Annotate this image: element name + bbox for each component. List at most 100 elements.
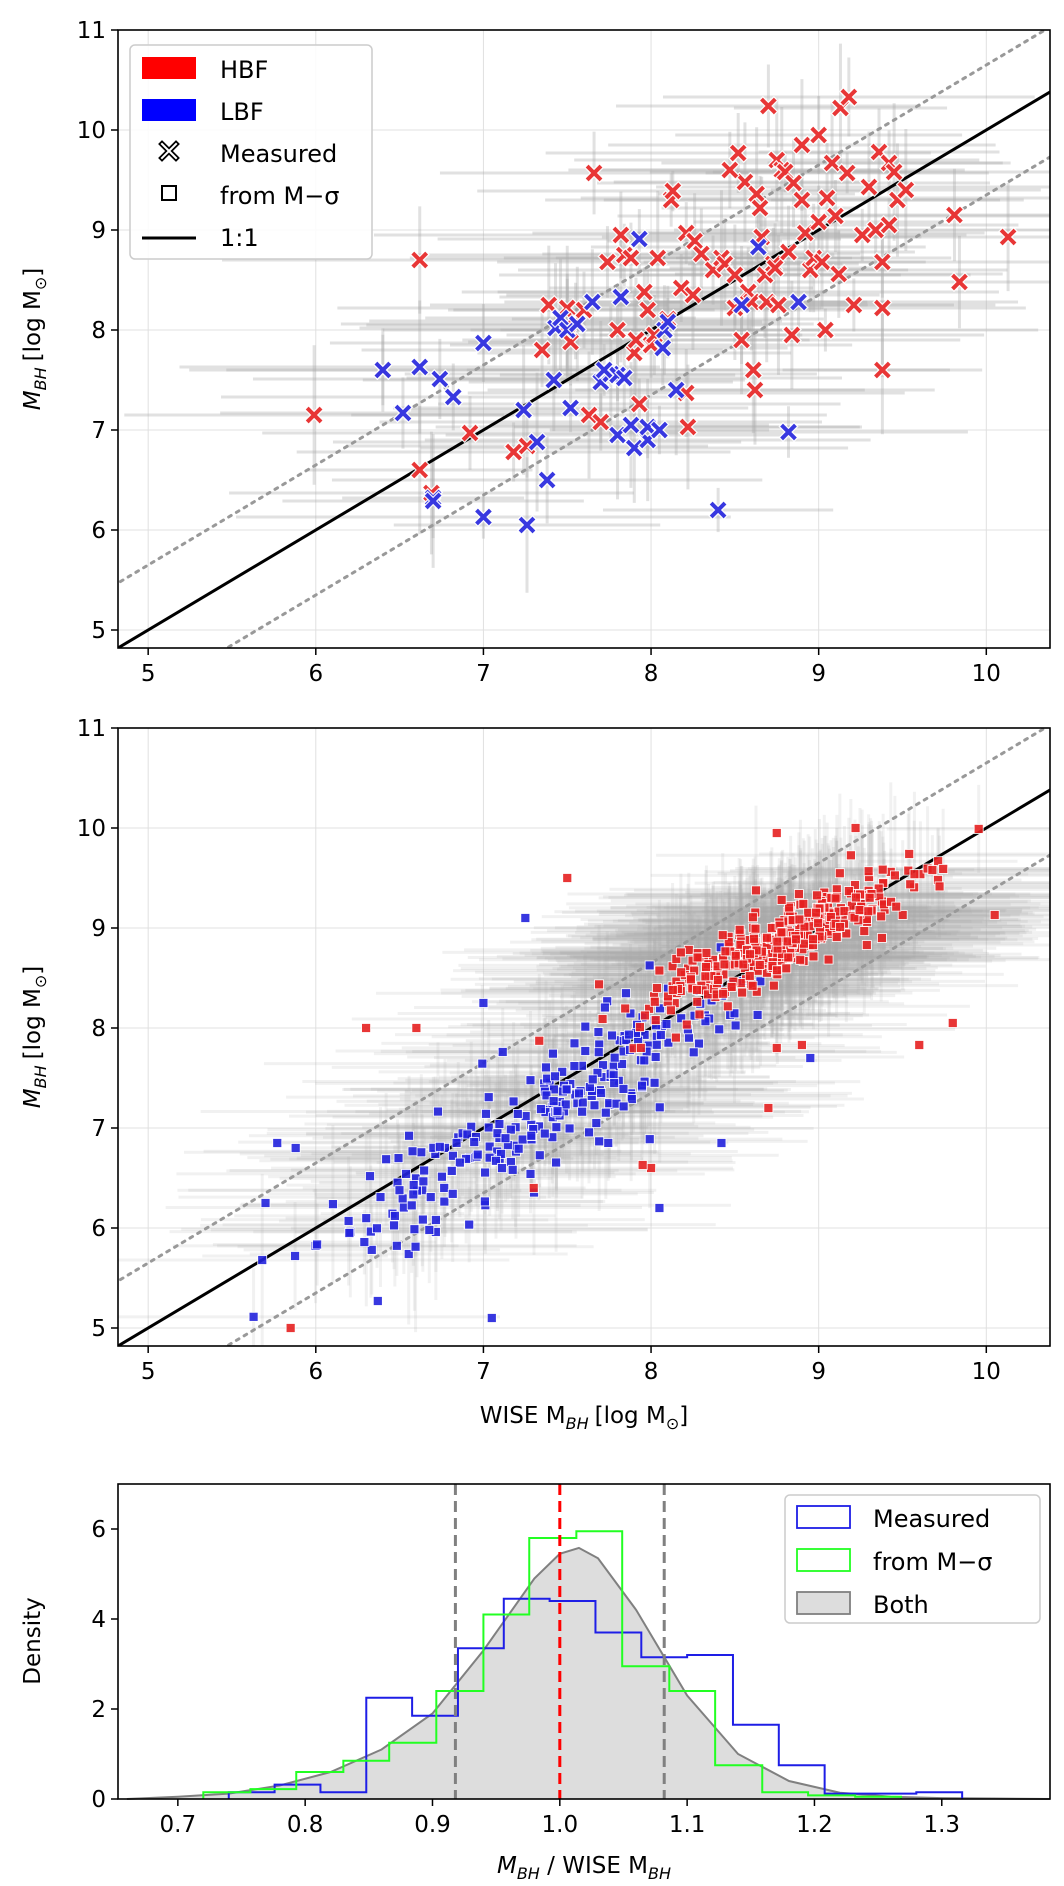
hbf-point	[904, 849, 915, 859]
y-tick-label: 11	[77, 716, 106, 742]
lbf-point	[290, 1251, 300, 1261]
legend: HBF LBF Measured from M−σ 1:1	[129, 44, 373, 260]
lbf-point	[344, 1228, 355, 1238]
hbf-point	[831, 932, 842, 942]
hbf-point	[749, 933, 759, 944]
lbf-point	[603, 1138, 614, 1148]
lbf-point	[361, 1213, 372, 1224]
hbf-point	[782, 936, 793, 947]
lbf-point	[584, 1127, 594, 1138]
lbf-point	[652, 337, 673, 359]
legend-label-hbf: HBF	[220, 56, 268, 84]
lbf-point	[577, 1106, 588, 1117]
y-axis-label: MBH[log M⊙]	[20, 966, 50, 1108]
lbf-point	[431, 1215, 441, 1225]
y-tick-label: 6	[91, 1517, 106, 1543]
hbf-point	[927, 865, 938, 875]
lbf-point	[439, 1196, 450, 1207]
hbf-point	[947, 1018, 958, 1028]
hbf-point	[411, 1023, 422, 1033]
lbf-point	[534, 1150, 545, 1161]
lbf-point	[372, 359, 393, 381]
lbf-point	[408, 1180, 419, 1190]
y-tick-label: 7	[91, 418, 106, 444]
lbf-point	[655, 1003, 665, 1014]
panel-bottom: 0.7 0.8 0.9 1.0 1.1 1.2 1.3 0 2 4 6 Density MBH / …	[20, 1483, 1051, 1883]
hbf-point	[794, 889, 804, 899]
hbf-point	[816, 187, 838, 209]
kde-fill	[126, 1547, 1050, 1799]
lbf-point	[381, 1154, 392, 1165]
lbf-point	[591, 1118, 602, 1128]
hbf-point	[534, 1035, 545, 1046]
lbf-point	[409, 1224, 420, 1235]
hbf-point	[808, 124, 829, 146]
legend-box	[784, 1494, 1041, 1624]
lbf-point	[729, 1008, 740, 1019]
lbf-point	[637, 1080, 647, 1091]
lbf-point	[536, 1104, 546, 1114]
hbf-point	[590, 411, 611, 433]
lbf-point	[343, 1216, 354, 1226]
hbf-point	[776, 927, 787, 938]
y-tick-label: 6	[91, 518, 106, 544]
lbf-point	[423, 490, 444, 512]
hbf-point	[877, 864, 888, 875]
lbf-point	[473, 506, 494, 528]
hbf-point	[863, 866, 874, 877]
hbf-point	[891, 901, 902, 912]
y-tick-label: 2	[91, 1697, 106, 1723]
hbf-point	[671, 277, 692, 299]
hbf-point	[647, 247, 668, 269]
lbf-point	[587, 1074, 598, 1085]
y-tick-label: 8	[91, 1016, 106, 1042]
hbf-point	[744, 379, 766, 401]
lbf-point	[623, 1029, 634, 1040]
lbf-point	[477, 1058, 488, 1069]
lbf-point	[365, 1171, 375, 1182]
y-axis-label: Density	[20, 1597, 46, 1684]
hbf-point	[620, 1003, 631, 1014]
lbf-point	[403, 1249, 414, 1259]
lbf-point	[410, 1241, 421, 1252]
data-points	[248, 823, 1000, 1333]
hbf-point	[684, 230, 705, 252]
lbf-point	[429, 368, 450, 390]
plot-frame	[117, 29, 1051, 649]
lbf-point	[594, 1136, 605, 1147]
lbf-point	[513, 399, 534, 421]
hbf-point	[719, 959, 730, 970]
lbf-point	[416, 1147, 427, 1158]
plot-frame	[117, 727, 1051, 1347]
hbf-point	[594, 979, 604, 990]
legend-label-measured: Measured	[220, 140, 337, 168]
lbf-point	[548, 1048, 558, 1059]
lbf-point	[569, 1038, 580, 1049]
hbf-point	[724, 264, 745, 286]
hbf-point	[734, 171, 756, 193]
lbf-point	[328, 1199, 338, 1210]
x-tick-label: 8	[644, 1359, 659, 1385]
lbf-point	[389, 1220, 399, 1231]
hbf-point	[850, 823, 861, 833]
x-tick-label: 7	[476, 661, 491, 687]
hbf-point	[747, 980, 758, 991]
lbf-point	[541, 1090, 552, 1101]
hbf-point	[864, 892, 875, 903]
hbf-point	[728, 142, 749, 164]
hbf-point	[771, 828, 782, 838]
hbf-point	[670, 1032, 681, 1043]
lbf-point	[550, 1071, 560, 1082]
lbf-point	[624, 437, 645, 459]
hbf-point	[675, 947, 686, 958]
error-bars	[118, 782, 1050, 1346]
hbf-point	[872, 251, 893, 273]
lbf-point	[708, 499, 729, 521]
x-tick-label: 5	[141, 1359, 156, 1385]
hbf-point	[812, 890, 822, 901]
legend-label-measured: Measured	[873, 1505, 990, 1533]
lbf-point	[778, 421, 799, 443]
lbf-point	[639, 1055, 650, 1066]
hbf-point	[718, 988, 729, 999]
lbf-point	[407, 1146, 418, 1157]
